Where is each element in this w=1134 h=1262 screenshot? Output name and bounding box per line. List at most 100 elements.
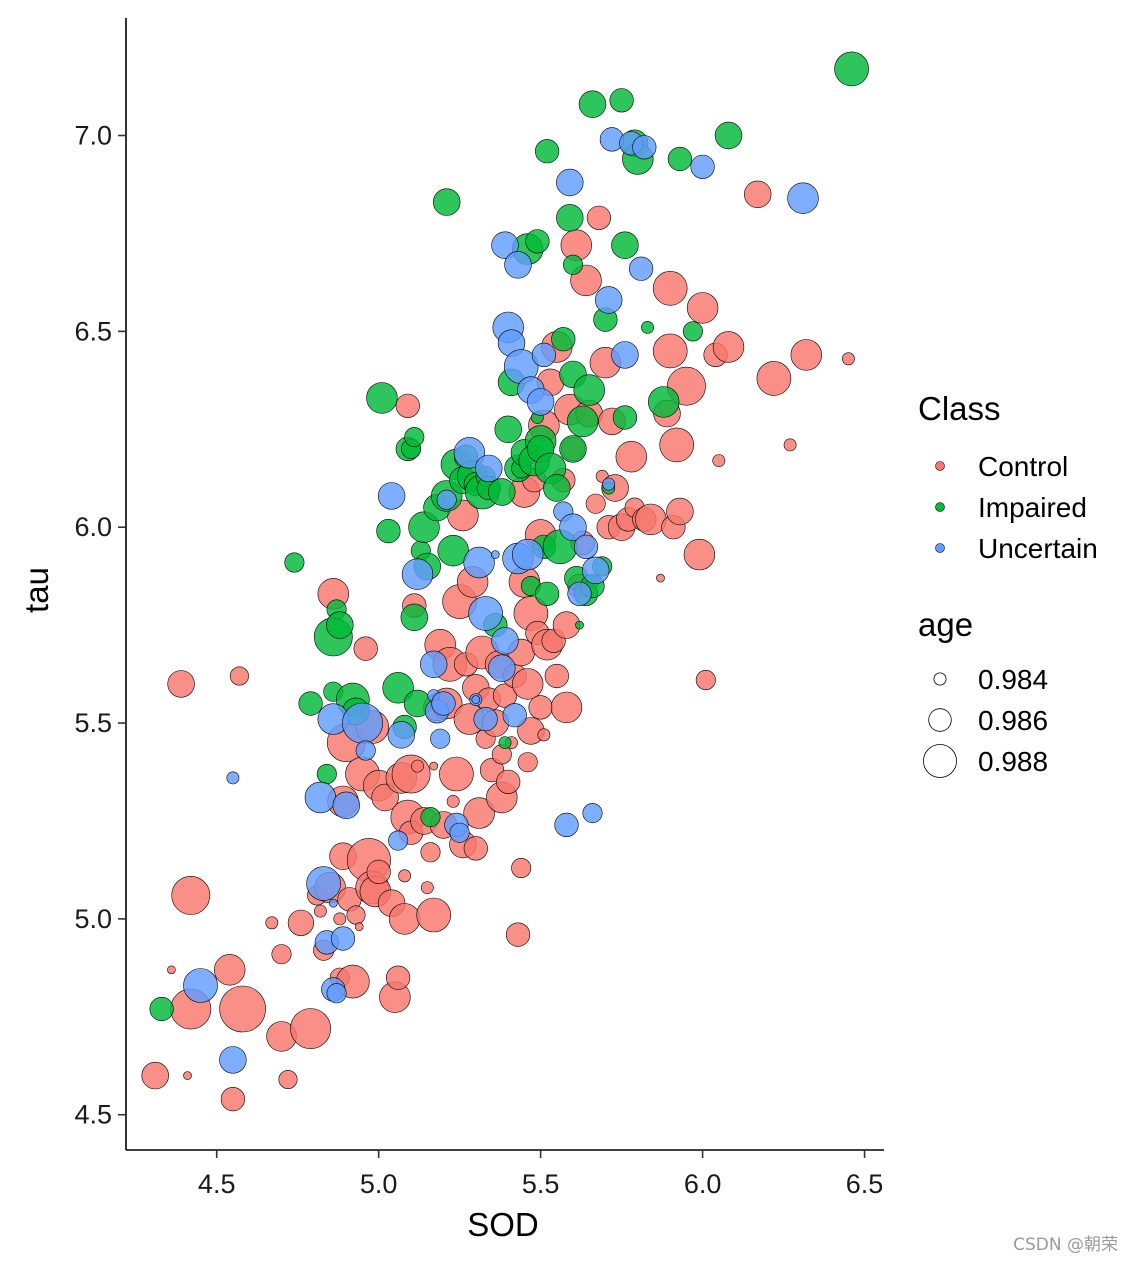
point-control-6 xyxy=(214,954,246,986)
size-legend-title: age xyxy=(918,606,973,643)
point-control-103 xyxy=(544,663,569,689)
point-uncertain-62 xyxy=(690,154,715,179)
point-control-143 xyxy=(756,361,792,396)
point-control-50 xyxy=(411,759,424,773)
point-impaired-73 xyxy=(611,231,639,259)
point-uncertain-52 xyxy=(573,534,599,559)
point-control-38 xyxy=(371,783,399,812)
point-uncertain-49 xyxy=(556,168,584,197)
point-control-138 xyxy=(695,669,716,690)
point-impaired-38 xyxy=(494,415,522,443)
point-control-80 xyxy=(492,683,518,708)
point-impaired-77 xyxy=(647,386,680,418)
point-uncertain-34 xyxy=(488,654,516,682)
point-control-15 xyxy=(290,1008,332,1050)
point-impaired-56 xyxy=(551,327,576,352)
point-control-144 xyxy=(783,438,797,452)
point-control-142 xyxy=(743,180,772,209)
point-uncertain-4 xyxy=(306,866,341,901)
point-control-1 xyxy=(167,965,176,975)
point-impaired-36 xyxy=(488,478,516,506)
point-control-130 xyxy=(652,333,688,369)
point-control-10 xyxy=(265,916,279,930)
point-uncertain-54 xyxy=(581,556,610,584)
size-legend-label: 0.984 xyxy=(978,664,1048,695)
size-legend-key xyxy=(928,708,952,732)
point-impaired-51 xyxy=(534,581,560,606)
point-uncertain-63 xyxy=(787,182,819,214)
legend-key-control xyxy=(935,461,945,471)
point-uncertain-12 xyxy=(342,702,383,744)
point-uncertain-25 xyxy=(449,822,470,843)
watermark: CSDN @朝荣 xyxy=(1013,1235,1118,1255)
size-legend-label: 0.986 xyxy=(978,705,1048,736)
point-impaired-57 xyxy=(556,204,584,232)
point-control-44 xyxy=(388,903,421,935)
point-control-62 xyxy=(439,756,474,792)
size-legend-label: 0.988 xyxy=(978,746,1048,777)
point-control-7 xyxy=(220,1086,245,1112)
legend-label-control: Control xyxy=(978,451,1068,482)
point-uncertain-18 xyxy=(420,650,448,678)
point-uncertain-33 xyxy=(490,550,500,559)
point-control-53 xyxy=(420,842,441,863)
point-impaired-81 xyxy=(834,51,869,87)
point-uncertain-43 xyxy=(511,538,544,571)
x-tick-label: 4.5 xyxy=(198,1169,236,1199)
point-uncertain-50 xyxy=(559,513,587,541)
point-uncertain-30 xyxy=(468,596,503,631)
size-legend: age 0.984 0.986 0.988 xyxy=(918,606,1048,778)
point-control-9 xyxy=(219,985,266,1033)
point-control-31 xyxy=(353,636,378,661)
point-uncertain-2 xyxy=(219,1046,247,1074)
point-control-124 xyxy=(615,441,647,473)
legend-key-impaired xyxy=(935,502,945,512)
x-tick-label: 6.0 xyxy=(684,1169,722,1199)
y-tick-label: 5.0 xyxy=(74,904,112,934)
point-impaired-46 xyxy=(525,229,550,254)
point-uncertain-26 xyxy=(453,437,486,469)
point-impaired-78 xyxy=(667,146,693,172)
point-control-81 xyxy=(496,769,521,794)
point-impaired-7 xyxy=(326,611,354,639)
point-uncertain-58 xyxy=(611,341,639,369)
x-axis-title: SOD xyxy=(467,1206,539,1243)
point-uncertain-15 xyxy=(388,830,409,851)
point-impaired-71 xyxy=(609,88,634,113)
point-impaired-22 xyxy=(420,807,441,828)
point-uncertain-55 xyxy=(602,477,616,491)
point-impaired-26 xyxy=(437,534,469,567)
point-uncertain-23 xyxy=(436,489,457,510)
y-axis-title: tau xyxy=(18,567,55,613)
point-control-29 xyxy=(354,922,364,932)
point-uncertain-3 xyxy=(304,781,337,814)
point-control-84 xyxy=(505,922,531,947)
point-uncertain-11 xyxy=(332,791,360,819)
point-uncertain-13 xyxy=(355,740,376,761)
point-control-3 xyxy=(183,1071,192,1080)
point-uncertain-40 xyxy=(504,251,532,279)
point-impaired-52 xyxy=(534,139,560,164)
point-control-54 xyxy=(416,897,452,933)
point-uncertain-0 xyxy=(183,968,218,1003)
point-impaired-72 xyxy=(612,405,638,430)
point-impaired-54 xyxy=(543,474,571,502)
point-uncertain-28 xyxy=(471,695,481,704)
legend-key-uncertain xyxy=(935,543,945,553)
y-tick-label: 7.0 xyxy=(74,121,112,151)
y-axis-ticks: 4.5 5.0 5.5 6.0 6.5 7.0 xyxy=(74,121,126,1130)
point-impaired-79 xyxy=(682,321,703,342)
point-control-145 xyxy=(790,339,822,371)
point-impaired-60 xyxy=(559,435,587,463)
point-uncertain-51 xyxy=(567,581,592,606)
size-legend-key xyxy=(933,672,947,686)
point-uncertain-48 xyxy=(554,812,579,838)
point-control-136 xyxy=(683,538,716,571)
point-control-4 xyxy=(171,876,211,915)
point-uncertain-16 xyxy=(387,721,415,749)
point-impaired-12 xyxy=(382,672,414,704)
point-control-41 xyxy=(386,965,411,990)
point-impaired-3 xyxy=(316,763,337,784)
point-uncertain-14 xyxy=(377,482,406,510)
point-control-14 xyxy=(287,909,315,936)
